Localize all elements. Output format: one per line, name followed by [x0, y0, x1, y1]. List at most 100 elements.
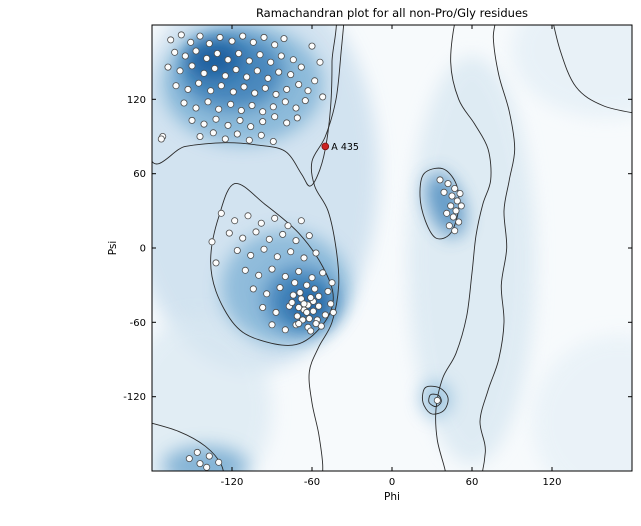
residue-point	[321, 311, 329, 319]
residue-point	[457, 202, 465, 210]
residue-point	[268, 321, 276, 329]
contour-line	[308, 25, 345, 471]
points-layer	[157, 31, 465, 471]
residue-point	[217, 82, 225, 90]
residue-point	[448, 192, 456, 200]
residue-point	[449, 213, 457, 221]
residue-point	[307, 294, 315, 302]
residue-point	[303, 308, 311, 316]
residue-point	[221, 72, 229, 80]
residue-point	[200, 69, 208, 77]
residue-point	[252, 228, 260, 236]
residue-point	[211, 64, 219, 72]
residue-point	[216, 33, 224, 41]
annotation-layer: A 435	[321, 142, 359, 153]
density-region	[152, 316, 272, 471]
residue-point	[208, 238, 216, 246]
residue-point	[207, 87, 215, 95]
contour-line	[435, 25, 516, 471]
residue-point	[203, 54, 211, 62]
residue-point	[259, 118, 267, 126]
residue-point	[167, 36, 175, 44]
residue-point	[224, 56, 232, 64]
residue-point	[171, 48, 179, 56]
residue-point	[319, 269, 327, 277]
ticks-layer: -120 -60 0 60 120 120 60 0 -60 -120	[123, 25, 632, 488]
residue-point	[193, 448, 201, 456]
residue-point	[289, 291, 297, 299]
residue-point	[269, 103, 277, 111]
residue-point	[235, 50, 243, 58]
residue-point	[244, 212, 252, 220]
residue-point	[248, 102, 256, 110]
highlighted-residue-point	[321, 142, 330, 151]
residue-point	[177, 31, 185, 39]
residue-point	[263, 290, 271, 298]
residue-point	[444, 180, 452, 188]
residue-point	[260, 245, 268, 253]
residue-point	[301, 97, 309, 105]
residue-point	[229, 88, 237, 96]
residue-point	[319, 93, 327, 101]
residue-point	[445, 222, 453, 230]
residue-point	[176, 67, 184, 75]
residue-point	[297, 63, 305, 71]
residue-point	[277, 52, 285, 60]
residue-point	[157, 135, 165, 143]
residue-point	[275, 68, 283, 76]
residue-point	[300, 254, 308, 262]
residue-point	[204, 98, 212, 106]
residue-point	[453, 197, 461, 205]
residue-point	[284, 222, 292, 230]
residue-point	[436, 176, 444, 184]
residue-point	[172, 82, 180, 90]
residue-point	[451, 227, 459, 235]
residue-point	[236, 116, 244, 124]
residue-point	[291, 279, 299, 287]
residue-point	[227, 100, 235, 108]
residue-point	[239, 32, 247, 40]
x-tick-label: -120	[221, 477, 244, 488]
residue-point	[196, 132, 204, 140]
residue-point	[185, 455, 193, 463]
residue-point	[283, 85, 291, 93]
residue-point	[272, 90, 280, 98]
residue-point	[215, 458, 223, 466]
residue-point	[293, 312, 301, 320]
residue-point	[309, 307, 317, 315]
contour-line	[419, 167, 460, 240]
residue-point	[241, 266, 249, 274]
residue-point	[280, 35, 288, 43]
residue-point	[253, 67, 261, 75]
residue-point	[187, 38, 195, 46]
residue-point	[315, 302, 323, 310]
plot-border	[151, 24, 633, 472]
residue-point	[239, 234, 247, 242]
density-region	[188, 41, 242, 79]
residue-point	[289, 56, 297, 64]
residue-point	[188, 62, 196, 70]
residue-point	[257, 219, 265, 227]
contour-line	[210, 183, 334, 346]
residue-point	[228, 37, 236, 45]
residue-point	[271, 41, 279, 49]
residue-point	[240, 83, 248, 91]
density-region	[532, 334, 632, 471]
residue-point	[247, 251, 255, 259]
residue-point	[283, 119, 291, 127]
x-tick-label: 120	[542, 477, 561, 488]
x-tick-label: 0	[389, 477, 395, 488]
residue-point	[293, 114, 301, 122]
residue-point	[269, 137, 277, 145]
residue-point	[324, 287, 332, 295]
residue-point	[329, 308, 337, 316]
residue-point	[312, 320, 320, 328]
residue-point	[233, 246, 241, 254]
y-tick-label: 120	[127, 95, 146, 106]
residue-point	[200, 120, 208, 128]
y-axis-label: Psi	[107, 241, 119, 256]
residue-point	[287, 248, 295, 256]
residue-point	[195, 79, 203, 87]
contour-line	[422, 385, 449, 415]
residue-point	[276, 284, 284, 292]
